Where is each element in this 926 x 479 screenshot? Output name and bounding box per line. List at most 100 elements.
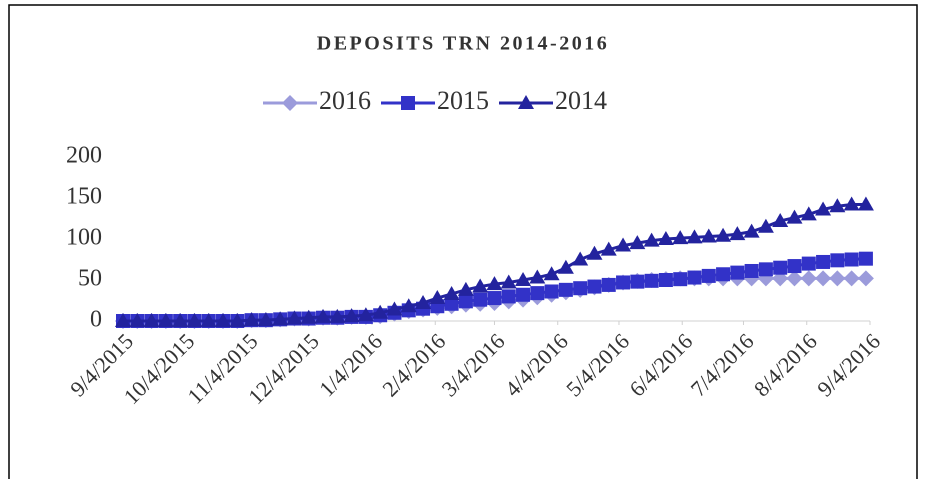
legend-item: 2014: [499, 86, 607, 115]
marker: [857, 196, 874, 211]
marker: [500, 274, 517, 289]
marker: [572, 251, 589, 266]
marker: [315, 308, 332, 323]
marker: [716, 267, 731, 282]
x-tick-label: 2/4/2016: [377, 328, 450, 401]
marker: [687, 270, 702, 285]
legend-item: 2015: [381, 86, 489, 115]
marker: [229, 313, 246, 327]
marker: [858, 251, 873, 266]
marker: [801, 256, 816, 271]
marker: [415, 294, 432, 309]
marker: [843, 196, 860, 211]
x-tick-label: 7/4/2016: [686, 328, 759, 401]
marker: [386, 301, 403, 316]
marker: [643, 232, 660, 247]
marker: [843, 270, 860, 287]
marker: [543, 266, 560, 281]
marker: [401, 96, 415, 110]
marker: [143, 313, 160, 327]
y-tick-label: 50: [78, 266, 102, 292]
marker: [758, 262, 773, 277]
marker: [157, 313, 174, 327]
x-tick-label: 9/4/2016: [812, 328, 885, 401]
marker: [672, 230, 689, 245]
marker: [472, 278, 489, 293]
marker: [744, 263, 759, 278]
y-tick-label: 0: [90, 307, 102, 333]
x-tick-label: 8/4/2016: [749, 328, 822, 401]
marker: [829, 198, 846, 213]
marker: [272, 311, 289, 326]
marker: [557, 259, 574, 274]
marker: [772, 212, 789, 227]
marker: [372, 304, 389, 319]
marker: [429, 290, 446, 305]
marker: [773, 260, 788, 275]
marker: [286, 310, 303, 325]
marker: [787, 259, 802, 274]
marker: [518, 95, 534, 109]
marker: [786, 209, 803, 224]
marker: [800, 270, 817, 287]
legend-label: 2015: [437, 86, 489, 115]
marker: [644, 273, 659, 288]
y-tick-label: 100: [66, 225, 102, 251]
x-tick-label: 4/4/2016: [500, 328, 573, 401]
marker: [629, 235, 646, 250]
marker: [329, 308, 346, 323]
marker: [715, 227, 732, 242]
marker: [700, 228, 717, 243]
marker: [816, 254, 831, 269]
marker: [458, 294, 473, 309]
marker: [444, 296, 459, 311]
marker: [686, 229, 703, 244]
marker: [815, 270, 832, 287]
marker: [786, 270, 803, 287]
y-tick-label: 150: [66, 184, 102, 210]
marker: [129, 313, 146, 327]
marker: [857, 270, 874, 287]
marker: [501, 289, 516, 304]
marker: [800, 206, 817, 221]
marker: [457, 281, 474, 296]
legend-item: 2016: [263, 86, 371, 115]
marker: [815, 201, 832, 216]
marker: [658, 273, 673, 287]
marker: [530, 286, 545, 301]
x-tick-label: 3/4/2016: [437, 328, 510, 401]
marker: [172, 313, 189, 327]
marker: [830, 253, 845, 268]
marker: [743, 223, 760, 238]
marker: [443, 285, 460, 300]
marker: [516, 287, 531, 302]
marker: [600, 241, 617, 256]
marker: [558, 282, 573, 297]
legend-label: 2016: [319, 86, 371, 115]
marker: [486, 276, 503, 291]
marker: [300, 309, 317, 324]
legend: 2016 2015 2014: [263, 86, 607, 115]
marker: [487, 291, 502, 306]
marker: [282, 95, 298, 111]
marker: [615, 237, 632, 252]
marker: [657, 231, 674, 245]
marker: [573, 281, 588, 296]
marker: [729, 226, 746, 241]
marker: [630, 274, 645, 289]
marker: [357, 307, 374, 322]
marker: [515, 272, 532, 286]
chart-title: DEPOSITS TRN 2014-2016: [317, 33, 609, 55]
marker: [343, 308, 360, 323]
legend-label: 2014: [555, 86, 607, 115]
marker: [215, 313, 232, 327]
marker: [757, 218, 774, 233]
x-tick-label: 6/4/2016: [624, 328, 697, 401]
marker: [115, 313, 131, 327]
marker: [400, 298, 417, 313]
y-tick-label: 200: [66, 143, 102, 169]
marker: [544, 284, 559, 299]
x-tick-label: 1/4/2016: [314, 328, 387, 401]
marker: [186, 313, 203, 327]
